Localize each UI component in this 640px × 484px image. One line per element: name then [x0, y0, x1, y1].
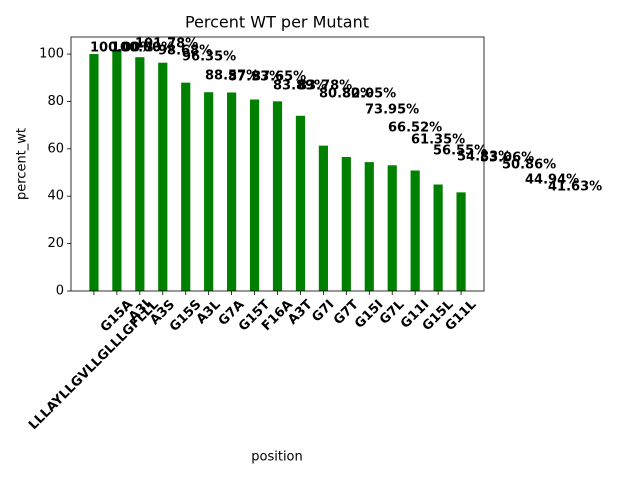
annotation: 54.83%	[457, 150, 511, 165]
bar	[272, 101, 283, 292]
annotation: 101.78%	[135, 37, 198, 52]
annotation: 44.94%	[525, 173, 579, 188]
chart-title: Percent WT per Mutant	[185, 13, 369, 32]
bar	[433, 184, 443, 291]
bar	[89, 54, 99, 292]
annotation: 66.52%	[388, 121, 442, 136]
annotation: 80.82%	[319, 87, 373, 102]
bar	[410, 170, 420, 291]
y-tick-label: 0	[56, 284, 64, 299]
plot-frame	[70, 36, 485, 292]
bar	[181, 82, 191, 292]
annotation: 50.86%	[502, 158, 556, 173]
y-tick-label: 80	[47, 94, 64, 109]
annotation: 83.89%	[273, 79, 327, 94]
bar	[295, 115, 306, 291]
annotation: 73.95%	[365, 103, 419, 118]
annotation: 87.93%	[228, 70, 282, 85]
bar	[387, 165, 397, 291]
bar	[341, 157, 351, 291]
annotation: 100.00%	[111, 41, 174, 56]
bar	[456, 192, 466, 291]
annotation: 80.05%	[342, 87, 396, 102]
y-axis-label: percent_wt	[15, 128, 30, 200]
annotation: 83.78%	[298, 79, 352, 94]
annotation: 96.35%	[182, 50, 236, 65]
bar	[112, 49, 122, 291]
annotation: 41.63%	[548, 180, 602, 195]
annotation: 88.57%	[205, 69, 259, 84]
bar	[249, 99, 260, 291]
bar	[204, 92, 214, 292]
y-tick-label: 60	[47, 141, 64, 156]
y-tick-label: 100	[39, 47, 64, 62]
x-axis-label: position	[251, 450, 303, 465]
y-tick-label: 20	[47, 236, 64, 251]
bar	[135, 57, 145, 291]
bar	[158, 62, 168, 291]
bar	[364, 162, 374, 291]
annotation: 61.35%	[411, 133, 465, 148]
annotation: 100.00%	[90, 41, 153, 56]
bar	[318, 145, 328, 291]
y-tick-label: 40	[47, 189, 64, 204]
annotation: 87.65%	[252, 70, 306, 85]
annotation: 56.55%	[433, 144, 487, 159]
bar	[227, 92, 237, 291]
annotation: 53.06%	[480, 151, 534, 166]
annotation: 98.68%	[158, 44, 212, 59]
